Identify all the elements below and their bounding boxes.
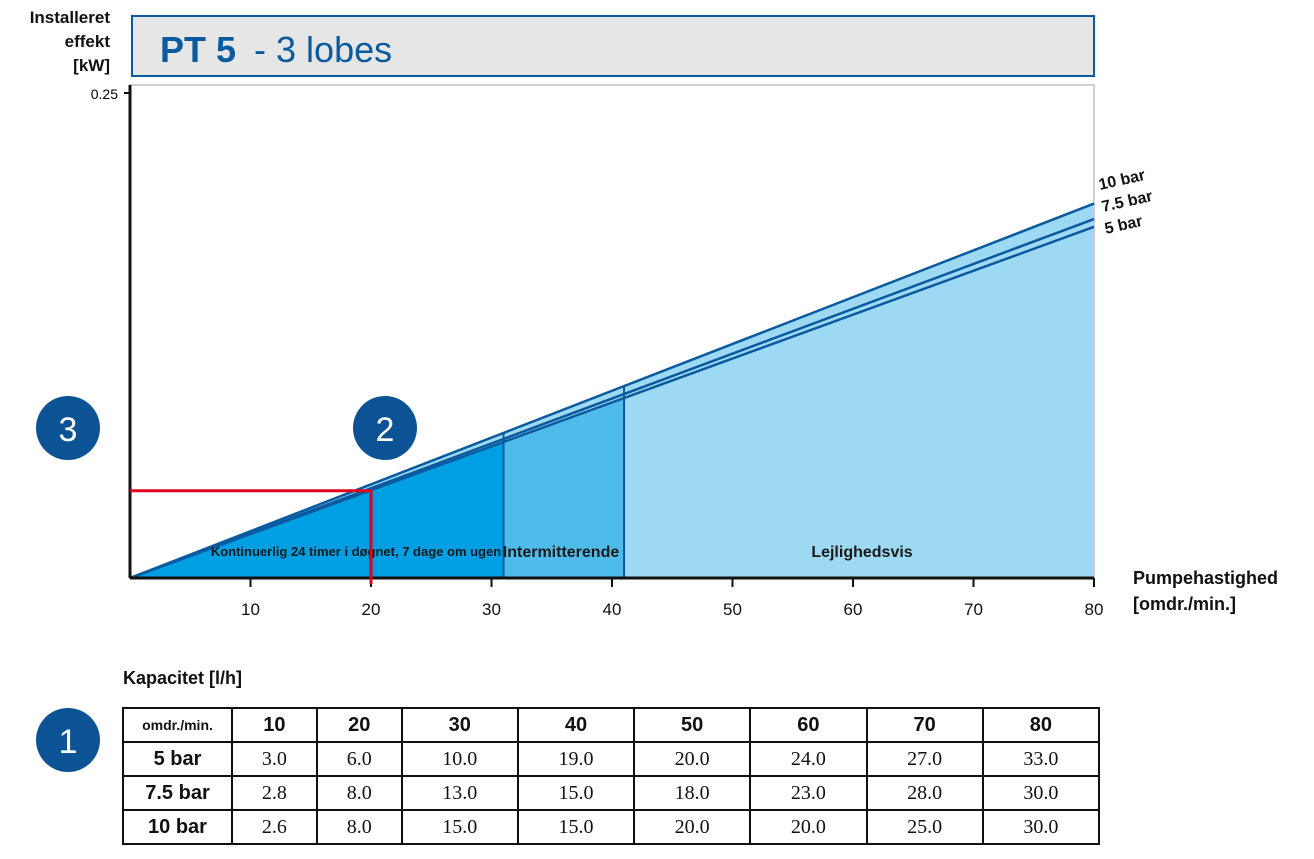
capacity-cell: 13.0 [400,775,519,811]
zone-labels-layer: Kontinuerlig 24 timer i døgnet, 7 dage o… [211,544,913,561]
capacity-cell: 25.0 [865,809,984,845]
title-bar [131,15,1095,77]
capacity-col-header: 40 [516,707,636,743]
chart-title: PT 5 - 3 lobes [160,29,392,70]
capacity-cell: 20.0 [633,741,752,777]
reference-layer [130,489,373,584]
capacity-row-label: 10 bar [122,809,233,845]
capacity-col-header: 30 [400,707,519,743]
series-label: 5 bar [1103,213,1144,238]
table-row: 10 bar 2.6 8.0 15.0 15.0 20.0 20.0 25.0 … [122,809,1101,845]
marker-1-circle [36,708,100,772]
x-tick-label: 20 [362,600,381,619]
x-tick-label: 70 [964,600,983,619]
capacity-header-row: omdr./min. 10 20 30 40 50 60 70 80 [122,707,1101,743]
capacity-cell: 10.0 [400,741,519,777]
capacity-row-label: 7.5 bar [122,775,233,811]
marker-1-label: 1 [59,723,78,761]
capacity-col-header: 70 [865,707,984,743]
capacity-cell: 19.0 [516,741,636,777]
x-axis-label: Pumpehastighed [omdr./min.] [1133,565,1278,617]
marker-1: 1 [36,708,100,772]
capacity-cell: 23.0 [749,775,868,811]
capacity-col-header: 60 [749,707,868,743]
y-axis-label: Installeret effekt [kW] [8,6,110,78]
zone-label-continuous: Kontinuerlig 24 timer i døgnet, 7 dage o… [211,544,501,559]
capacity-cell: 18.0 [633,775,752,811]
x-tick-label: 80 [1085,600,1104,619]
capacity-title: Kapacitet [l/h] [123,668,243,688]
x-tick-label: 40 [603,600,622,619]
x-axis-label-line-1: Pumpehastighed [1133,568,1279,588]
zone-label-intermittent: Intermitterende [503,544,620,561]
capacity-cell: 3.0 [231,741,318,777]
capacity-corner: omdr./min. [122,707,233,743]
capacity-cell: 20.0 [633,809,752,845]
y-tick-label: 0.25 [91,86,118,102]
capacity-col-header: 20 [315,707,403,743]
capacity-row-label: 5 bar [122,741,233,777]
capacity-cell: 27.0 [865,741,984,777]
capacity-cell: 33.0 [981,741,1101,777]
zone-occasional [624,226,1094,579]
table-row: 7.5 bar 2.8 8.0 13.0 15.0 18.0 23.0 28.0… [122,775,1101,811]
chart-title-rest: - 3 lobes [254,29,392,70]
marker-3-label: 3 [59,411,78,449]
y-axis-label-line-3: [kW] [73,56,110,75]
marker-2-label: 2 [376,411,395,449]
capacity-col-header: 80 [981,707,1101,743]
capacity-cell: 30.0 [981,775,1101,811]
marker-2: 2 [353,396,417,460]
capacity-cell: 28.0 [865,775,984,811]
capacity-cell: 30.0 [981,809,1101,845]
capacity-cell: 2.8 [231,775,318,811]
capacity-col-header: 10 [231,707,318,743]
capacity-cell: 15.0 [516,809,636,845]
zone-intermittent [503,398,625,578]
marker-3-circle [36,396,100,460]
capacity-cell: 15.0 [516,775,636,811]
series-layer [129,202,1095,580]
capacity-cell: 8.0 [315,775,403,811]
capacity-col-header: 50 [633,707,752,743]
chart-title-bold: PT 5 [160,29,236,70]
series-line-5-bar [129,225,1095,580]
x-ticks-layer: 10 20 30 40 50 60 70 80 [241,578,1103,619]
y-axis-label-line-2: effekt [64,32,110,51]
x-tick-label: 30 [482,600,501,619]
x-tick-label: 10 [241,600,260,619]
capacity-cell: 20.0 [749,809,868,845]
series-line-10-bar [129,202,1095,580]
capacity-cell: 6.0 [315,741,403,777]
zone-label-occasional: Lejlighedsvis [811,544,912,561]
capacity-table: omdr./min. 10 20 30 40 50 60 70 80 5 bar… [122,707,1101,845]
x-tick-label: 60 [844,600,863,619]
marker-2-circle [353,396,417,460]
y-axis-label-line-1: Installeret [29,8,110,27]
capacity-cell: 8.0 [315,809,403,845]
marker-3: 3 [36,396,100,460]
capacity-cell: 24.0 [749,741,868,777]
table-row: 5 bar 3.0 6.0 10.0 19.0 20.0 24.0 27.0 3… [122,741,1101,777]
x-axis-label-line-2: [omdr./min.] [1133,594,1236,614]
capacity-cell: 15.0 [400,809,519,845]
x-tick-label: 50 [723,600,742,619]
capacity-cell: 2.6 [231,809,318,845]
